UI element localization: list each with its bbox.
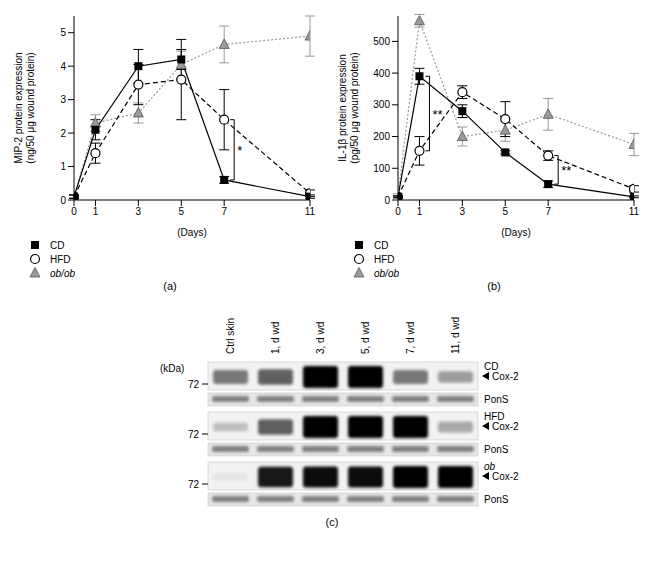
- svg-text:1, d wd: 1, d wd: [270, 322, 281, 354]
- html-text:HFD: HFD: [374, 253, 395, 265]
- svg-text:7: 7: [221, 206, 227, 217]
- svg-text:IL-1β protein expression(pg/50: IL-1β protein expression(pg/50 μg wound …: [337, 52, 360, 163]
- svg-text:4: 4: [60, 61, 66, 72]
- svg-text:Ctrl skin: Ctrl skin: [225, 318, 236, 354]
- svg-text:Cox-2: Cox-2: [492, 371, 519, 382]
- svg-text:3: 3: [460, 206, 466, 217]
- svg-text:1: 1: [60, 161, 66, 172]
- html-text:ob/ob: ob/ob: [374, 267, 399, 279]
- svg-text:1: 1: [417, 206, 423, 217]
- html-text:ob/ob: ob/ob: [50, 267, 75, 279]
- svg-text:1: 1: [93, 206, 99, 217]
- svg-text:PonS: PonS: [484, 444, 509, 455]
- svg-text:**: **: [561, 163, 571, 178]
- svg-text:*: *: [237, 143, 242, 158]
- svg-text:MIP-2 protein expression(ng/50: MIP-2 protein expression(ng/50 μg wound …: [13, 52, 36, 163]
- svg-text:3: 3: [136, 206, 142, 217]
- svg-text:5: 5: [502, 206, 508, 217]
- svg-text:0: 0: [384, 195, 390, 206]
- html-text:(a): (a): [163, 280, 177, 292]
- svg-text:5: 5: [178, 206, 184, 217]
- svg-text:5, d wd: 5, d wd: [360, 322, 371, 354]
- svg-text:3: 3: [60, 94, 66, 105]
- svg-text:(c): (c): [326, 516, 339, 528]
- svg-text:500: 500: [373, 36, 390, 47]
- svg-text:0: 0: [395, 206, 401, 217]
- svg-text:300: 300: [373, 99, 390, 110]
- svg-text:HFD: HFD: [484, 411, 505, 422]
- svg-text:PonS: PonS: [484, 394, 509, 405]
- html-text:CD: CD: [374, 239, 389, 251]
- svg-text:3, d wd: 3, d wd: [315, 322, 326, 354]
- svg-text:7: 7: [545, 206, 551, 217]
- svg-text:200: 200: [373, 131, 390, 142]
- svg-text:7, d wd: 7, d wd: [405, 322, 416, 354]
- svg-text:Cox-2: Cox-2: [492, 421, 519, 432]
- svg-text:72: 72: [188, 379, 200, 390]
- svg-text:11: 11: [629, 206, 640, 217]
- html-text:(b): (b): [487, 280, 501, 292]
- svg-text:11: 11: [305, 206, 316, 217]
- svg-text:11, d wd: 11, d wd: [450, 317, 461, 354]
- svg-text:(kDa): (kDa): [160, 363, 184, 374]
- svg-text:5: 5: [60, 27, 66, 38]
- svg-text:PonS: PonS: [484, 494, 509, 505]
- svg-text:72: 72: [188, 429, 200, 440]
- svg-text:(Days): (Days): [177, 227, 206, 238]
- svg-text:CD: CD: [484, 361, 499, 372]
- html-text:HFD: HFD: [50, 253, 71, 265]
- html-text:CD: CD: [50, 239, 65, 251]
- svg-text:400: 400: [373, 68, 390, 79]
- svg-text:0: 0: [60, 195, 66, 206]
- svg-text:0: 0: [71, 206, 77, 217]
- svg-text:(Days): (Days): [501, 227, 530, 238]
- svg-text:72: 72: [188, 479, 200, 490]
- svg-text:100: 100: [373, 163, 390, 174]
- svg-text:ob: ob: [484, 461, 496, 472]
- svg-text:**: **: [432, 107, 442, 122]
- svg-text:Cox-2: Cox-2: [492, 471, 519, 482]
- svg-text:2: 2: [60, 128, 66, 139]
